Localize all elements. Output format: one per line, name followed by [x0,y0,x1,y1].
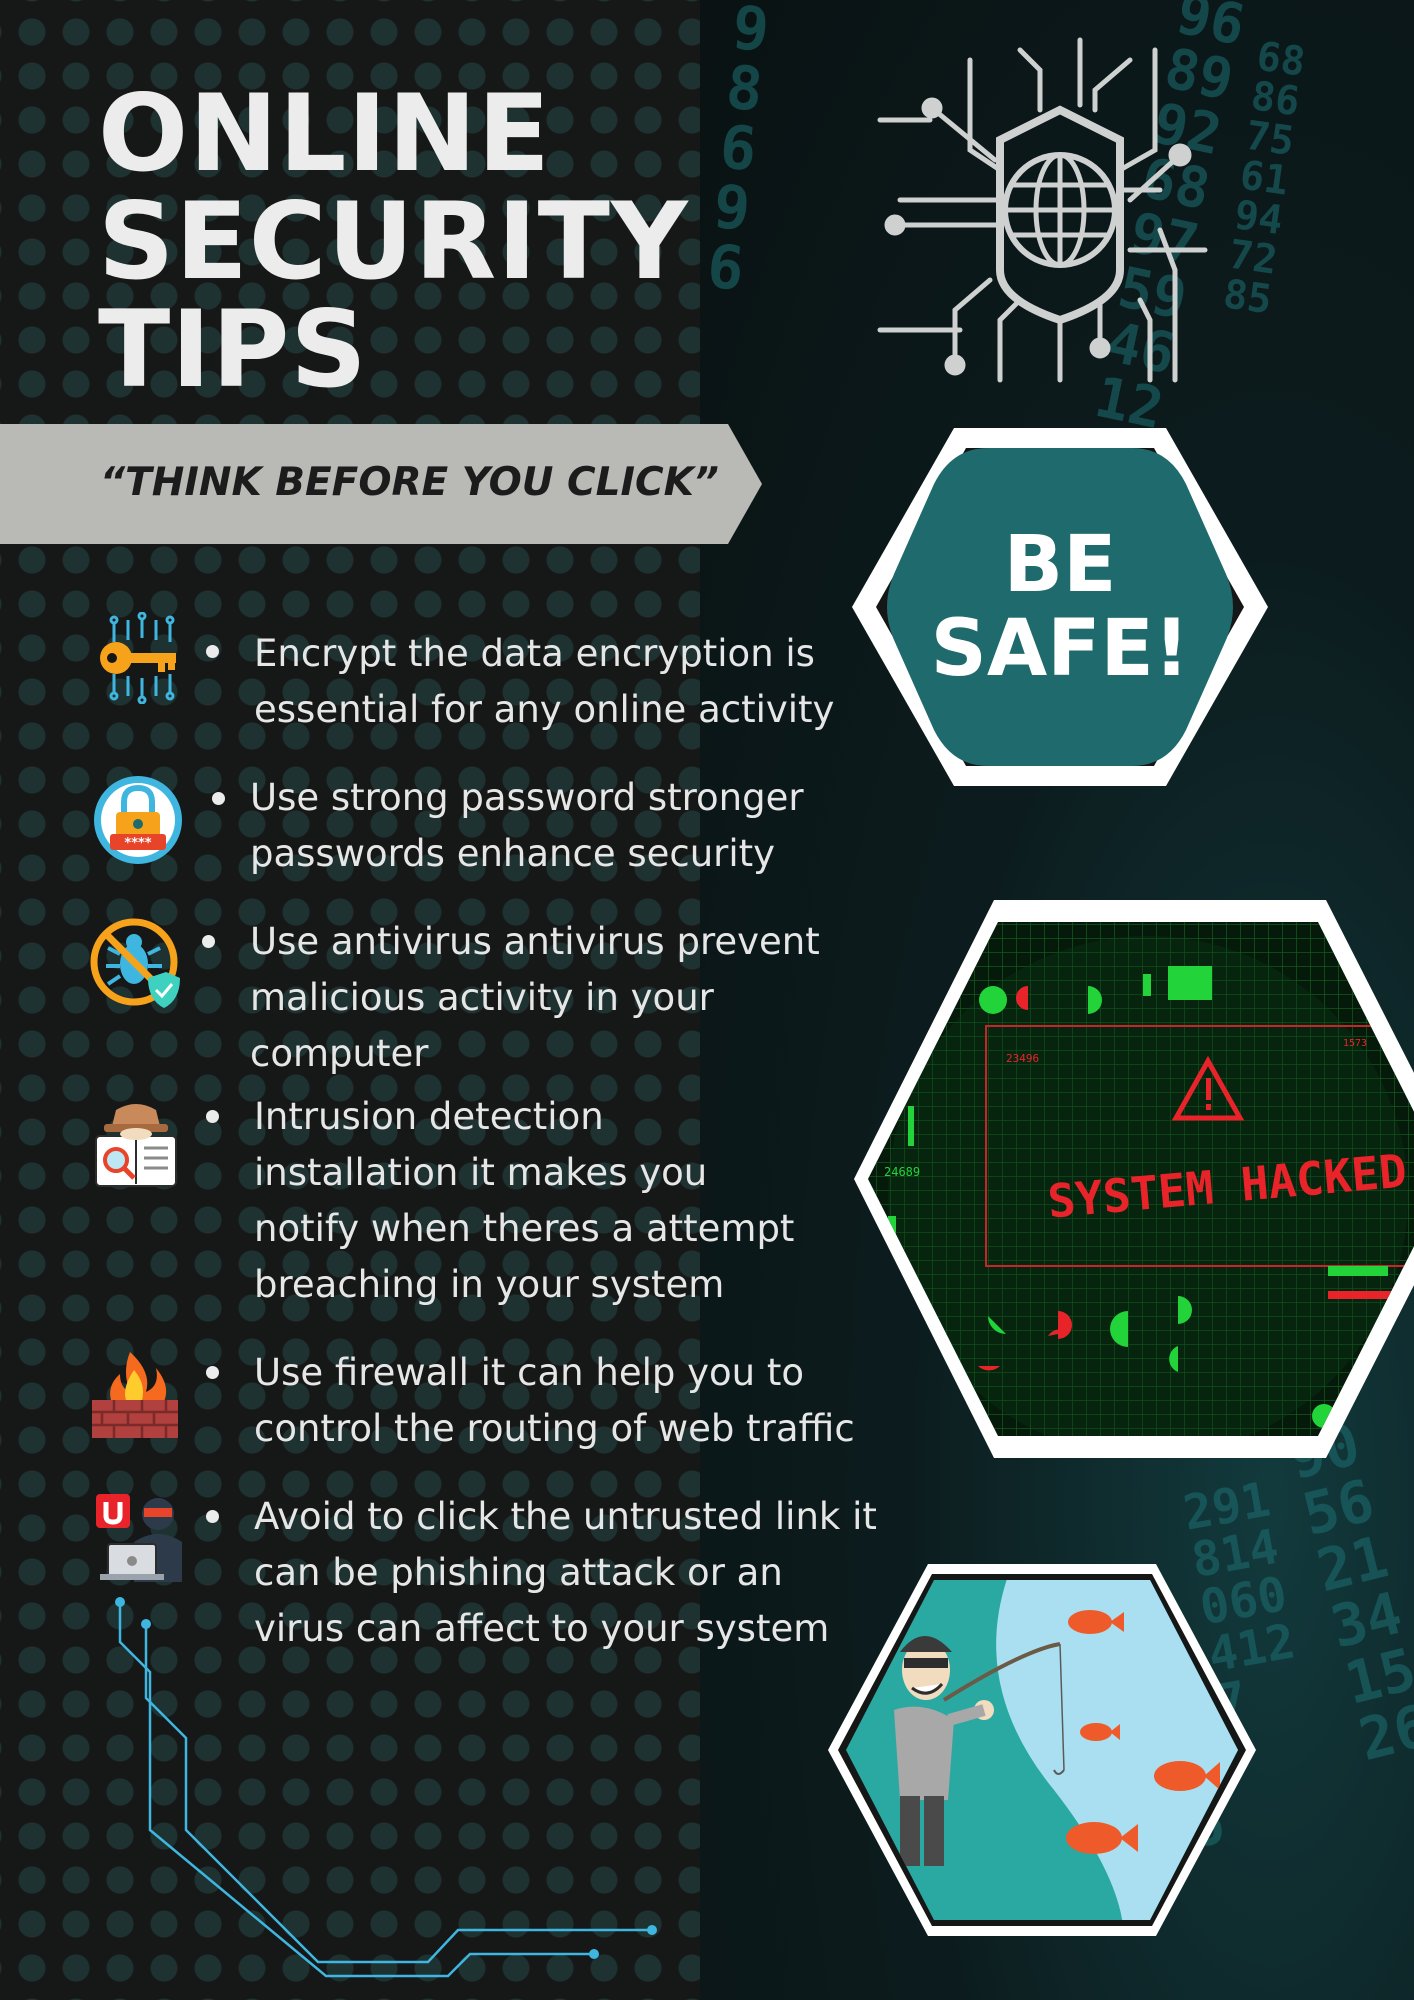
digit-stream: 98696 [703,0,773,305]
bullet-dot [206,1510,219,1523]
bullet-dot [202,935,215,948]
phishing-illustration [824,1560,1260,1940]
tip-text: Use strong password stronger passwords en… [250,776,804,875]
bullet-dot [206,1110,219,1123]
tip-text: Avoid to click the untrusted link it can … [254,1495,877,1650]
bullet-dot [206,645,219,658]
dotted-background [0,0,700,2000]
slogan-text: “THINK BEFORE YOU CLICK” [100,460,719,505]
svg-text:****: **** [124,836,151,851]
bullet-dot [212,792,225,805]
firewall-icon [92,1352,178,1438]
be-safe-badge: BE SAFE! [848,424,1272,790]
tip-text: Use firewall it can help you to control t… [254,1351,855,1450]
be-safe-text: BE SAFE! [930,520,1190,694]
antivirus-bug-icon [90,918,180,1008]
phishing-hacker-icon [96,1494,182,1582]
slogan-banner: “THINK BEFORE YOU CLICK” [0,424,762,544]
tip-text: Intrusion detection installation it makes… [254,1095,795,1306]
system-hacked-image: 23496 1573 24689 SYSTEM HACKED [848,896,1414,1462]
tip-text: Use antivirus antivirus prevent malicious… [250,920,820,1075]
page-title: ONLINE SECURITY TIPS [98,72,689,411]
password-lock-icon: **** [94,776,182,864]
intrusion-detective-icon [95,1104,177,1187]
bullet-dot [206,1366,219,1379]
tip-text: Encrypt the data encryption is essential … [254,632,835,731]
code-readout: 1573 [1343,1038,1367,1049]
hexagon-frame [852,428,1268,786]
code-readout: 23496 [1006,1052,1039,1065]
code-readout: 24689 [884,1165,920,1179]
encryption-key-icon [100,612,176,704]
